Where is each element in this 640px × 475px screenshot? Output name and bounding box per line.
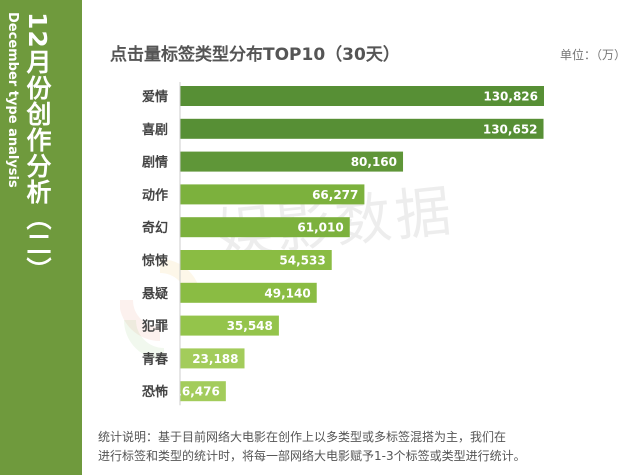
bar-value-label: 61,010 (297, 221, 343, 235)
category-label: 惊悚 (142, 253, 169, 269)
bar-value-label: 23,188 (192, 352, 238, 366)
side-panel: December type analysis 12月份创作分析（二） (0, 0, 82, 475)
category-label: 动作 (142, 187, 168, 203)
bar-value-label: 16,476 (174, 385, 220, 399)
chart-title: 点击量标签类型分布TOP10（30天） (110, 45, 400, 65)
category-label: 悬疑 (142, 286, 168, 302)
bar-value-label: 66,277 (312, 188, 358, 202)
bar (180, 348, 245, 369)
category-label: 奇幻 (142, 220, 168, 236)
bar-value-label: 49,140 (264, 286, 310, 300)
category-label: 犯罪 (141, 319, 168, 335)
bar (180, 250, 332, 270)
bar (180, 282, 317, 303)
category-label: 青春 (142, 351, 169, 367)
bar (180, 118, 544, 139)
note-line-1: 统计说明：基于目前网络大电影在创作上以多类型或多标签混搭为主，我们在 (98, 430, 507, 444)
category-label: 剧情 (142, 155, 168, 171)
side-title-en: December type analysis (5, 12, 20, 188)
category-label: 喜剧 (142, 122, 168, 138)
bar (180, 217, 350, 238)
note-line-2: 进行标签和类型的统计时，将每一部网络大电影赋予1-3个标签或类型进行统计。 (98, 449, 526, 463)
bar-value-label: 130,826 (483, 90, 538, 104)
bar (180, 184, 365, 205)
side-title-cn: 12月份创作分析（二） (23, 12, 52, 283)
bar (180, 381, 226, 402)
bar-value-label: 35,548 (227, 319, 273, 333)
bar (180, 151, 404, 172)
bar (180, 315, 279, 336)
statistics-note: 统计说明：基于目前网络大电影在创作上以多类型或多标签混搭为主，我们在 进行标签和… (98, 428, 618, 466)
category-label: 爱情 (142, 89, 168, 105)
bar-value-label: 54,533 (279, 254, 325, 268)
bar-value-label: 130,652 (483, 122, 538, 136)
bar-value-label: 80,160 (351, 155, 397, 169)
category-label: 恐怖 (142, 384, 168, 400)
unit-label: 单位：（万） (559, 48, 626, 62)
bar (180, 86, 544, 106)
